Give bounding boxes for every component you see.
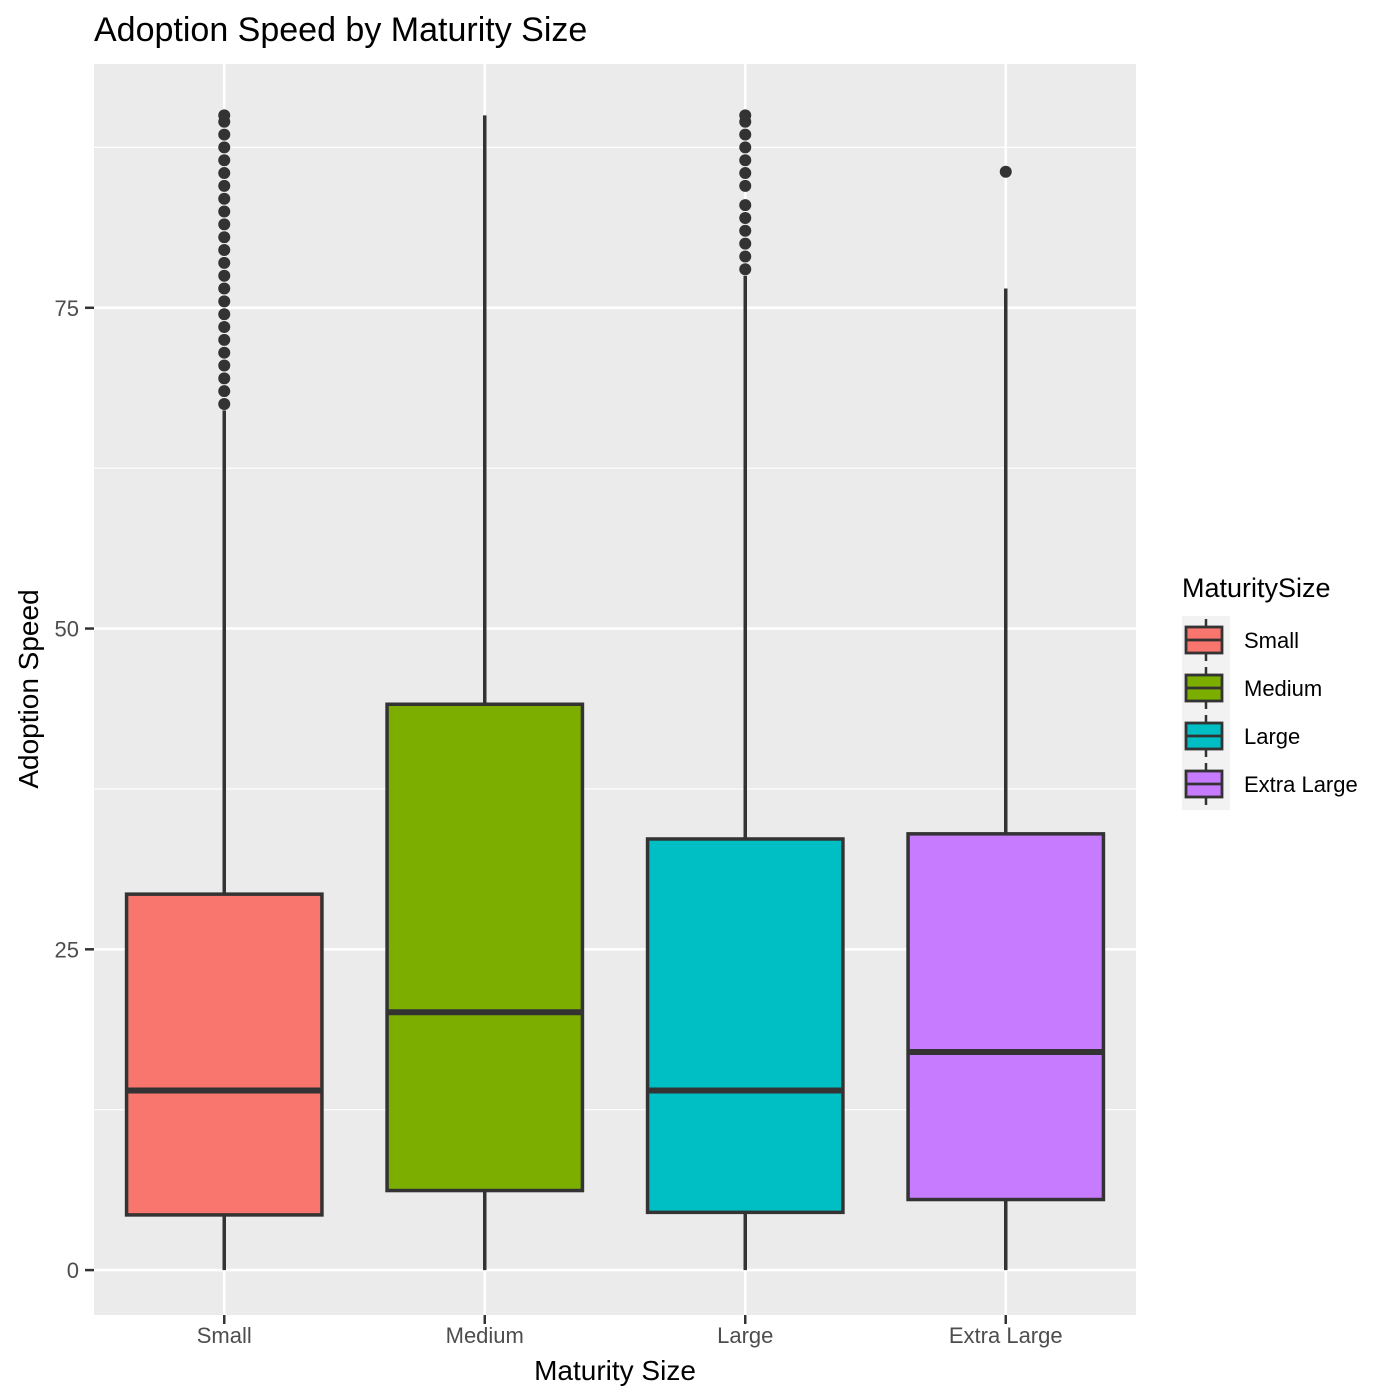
x-tick-label: Extra Large — [949, 1323, 1063, 1348]
outlier-point — [739, 179, 752, 192]
outlier-point — [739, 128, 752, 141]
outlier-point — [218, 179, 231, 192]
outlier-point — [218, 231, 231, 244]
legend-item-large: Large — [1184, 715, 1300, 757]
outlier-point — [218, 282, 231, 295]
outlier-point — [218, 256, 231, 269]
outlier-point — [218, 321, 231, 334]
legend-item-medium: Medium — [1184, 667, 1322, 709]
legend-label: Small — [1244, 628, 1299, 653]
chart-title: Adoption Speed by Maturity Size — [94, 11, 587, 49]
y-tick-label: 50 — [55, 617, 79, 642]
legend-label: Medium — [1244, 676, 1322, 701]
outlier-point — [218, 333, 231, 346]
outlier-point — [218, 154, 231, 167]
y-tick-label: 25 — [55, 937, 79, 962]
box-small — [124, 109, 324, 1271]
outlier-point — [739, 211, 752, 224]
box-large — [645, 109, 845, 1271]
legend: MaturitySize Small Medium Large Extra Large — [1182, 573, 1358, 810]
outlier-point — [218, 141, 231, 154]
legend-item-small: Small — [1184, 619, 1299, 661]
legend-item-extra-large: Extra Large — [1184, 763, 1358, 805]
outlier-point — [218, 205, 231, 218]
outlier-point — [739, 237, 752, 250]
outlier-point — [218, 218, 231, 231]
y-axis-title: Adoption Speed — [13, 589, 44, 788]
legend-label: Extra Large — [1244, 772, 1358, 797]
iqr-box — [124, 892, 324, 1217]
y-tick-label: 75 — [55, 296, 79, 321]
outlier-point — [739, 263, 752, 276]
outlier-point — [739, 250, 752, 263]
outlier-point — [218, 269, 231, 282]
outlier-point — [999, 165, 1012, 178]
iqr-box — [385, 702, 585, 1193]
x-axis: Small Medium Large Extra Large — [197, 1315, 1063, 1348]
iqr-box — [645, 837, 845, 1215]
outlier-point — [739, 224, 752, 237]
box-medium — [385, 115, 585, 1271]
x-tick-label: Medium — [446, 1323, 524, 1348]
outlier-point — [218, 192, 231, 205]
outlier-point — [218, 385, 231, 398]
outlier-point — [218, 295, 231, 308]
outlier-point — [218, 167, 231, 180]
outlier-point — [218, 372, 231, 385]
outlier-point — [739, 141, 752, 154]
outlier-point — [739, 167, 752, 180]
outlier-point — [218, 346, 231, 359]
x-axis-title: Maturity Size — [534, 1355, 696, 1386]
legend-label: Large — [1244, 724, 1300, 749]
y-axis: 0 25 50 75 — [55, 296, 94, 1283]
box-extra-large — [906, 165, 1106, 1271]
legend-title: MaturitySize — [1182, 573, 1331, 603]
y-tick-label: 0 — [67, 1258, 79, 1283]
x-tick-label: Large — [717, 1323, 773, 1348]
box-series — [124, 109, 1106, 1271]
outlier-point — [218, 359, 231, 372]
x-tick-label: Small — [197, 1323, 252, 1348]
iqr-box — [906, 832, 1106, 1202]
outlier-point — [218, 244, 231, 257]
outlier-point — [218, 398, 231, 411]
outlier-point — [218, 109, 231, 122]
outlier-point — [739, 154, 752, 167]
outlier-point — [739, 199, 752, 212]
outlier-point — [739, 109, 752, 122]
outlier-point — [218, 128, 231, 141]
outlier-point — [218, 308, 231, 321]
